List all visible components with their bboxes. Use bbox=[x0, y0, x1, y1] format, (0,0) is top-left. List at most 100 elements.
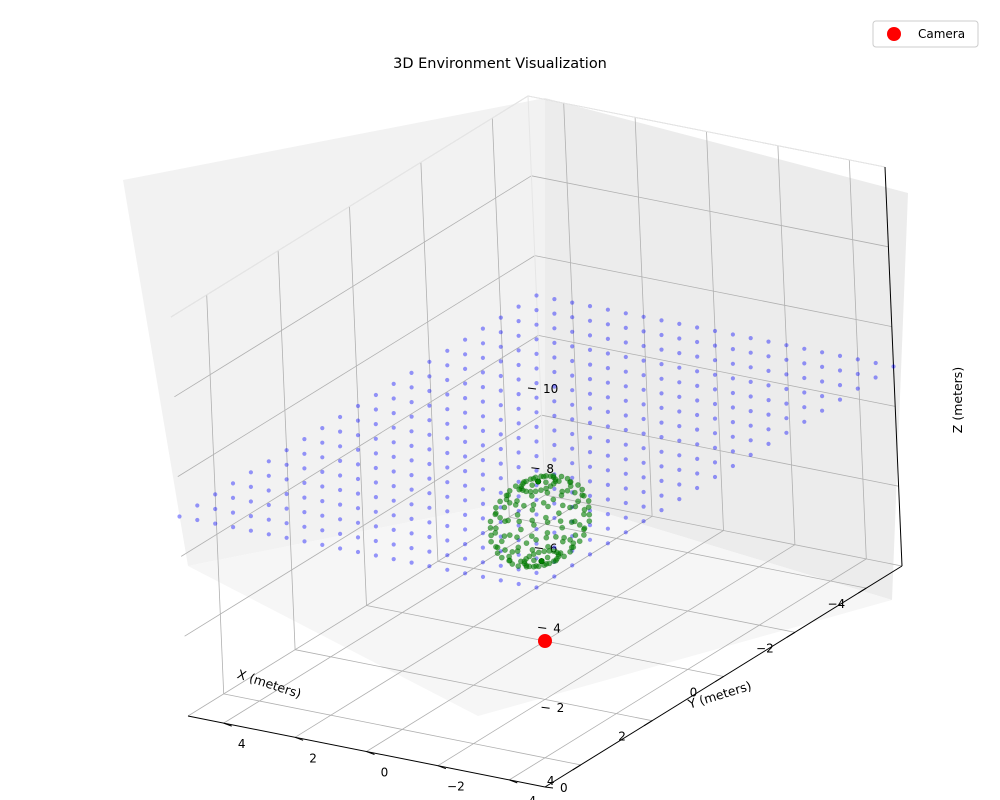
plane-point bbox=[320, 513, 325, 518]
plane-point bbox=[837, 368, 843, 373]
plane-point bbox=[552, 574, 557, 579]
plane-point bbox=[837, 397, 843, 402]
plane-point bbox=[623, 311, 628, 316]
plane-point bbox=[409, 502, 414, 507]
plane-point bbox=[802, 390, 807, 395]
plane-point bbox=[587, 479, 593, 484]
plane-point bbox=[659, 420, 664, 425]
plane-point bbox=[855, 371, 860, 377]
plane-point bbox=[570, 373, 575, 378]
grid-line-floor-y bbox=[223, 501, 581, 724]
plane-point bbox=[587, 450, 593, 455]
plane-point bbox=[784, 357, 789, 362]
plane-point bbox=[641, 460, 646, 465]
plane-point bbox=[712, 431, 718, 436]
plane-point bbox=[659, 435, 664, 440]
plane-point bbox=[552, 355, 557, 360]
sphere-point bbox=[557, 518, 564, 524]
plane-point bbox=[230, 510, 236, 515]
plane-point bbox=[516, 348, 521, 353]
plane-point bbox=[784, 386, 789, 392]
plane-point bbox=[570, 315, 575, 320]
plane-point bbox=[230, 495, 236, 500]
plane-point bbox=[820, 408, 825, 413]
x-tick-mark bbox=[643, 720, 653, 727]
sphere-point bbox=[532, 488, 539, 495]
plane-point bbox=[516, 435, 521, 441]
sphere-point bbox=[553, 534, 559, 540]
plane-point bbox=[605, 395, 611, 400]
sphere-point bbox=[512, 483, 519, 490]
plane-point bbox=[463, 352, 468, 357]
plane-point bbox=[712, 387, 718, 392]
grid-line-back-x bbox=[206, 294, 225, 694]
sphere-point bbox=[586, 518, 593, 524]
x-tick-label: 4 bbox=[547, 774, 555, 788]
plane-point bbox=[266, 502, 271, 508]
plane-point bbox=[587, 420, 593, 425]
plane-point bbox=[552, 399, 557, 404]
grid-line-back-z bbox=[177, 255, 536, 477]
sphere-point bbox=[581, 532, 587, 538]
plane-point bbox=[748, 379, 753, 384]
plane-point bbox=[534, 410, 539, 415]
plane-point bbox=[587, 537, 593, 542]
plane-point bbox=[695, 398, 700, 403]
sphere-point bbox=[492, 525, 499, 532]
plane-point bbox=[587, 464, 593, 469]
sphere-point bbox=[571, 489, 578, 496]
plane-point bbox=[570, 475, 575, 480]
plane-point bbox=[516, 421, 521, 426]
plane-point bbox=[605, 380, 611, 385]
plane-point bbox=[302, 495, 307, 500]
z-tick-mark bbox=[538, 626, 547, 629]
plane-point bbox=[534, 395, 539, 400]
plane-point bbox=[677, 409, 682, 414]
plane-point bbox=[695, 383, 700, 388]
plane-point bbox=[605, 511, 611, 517]
sphere-point bbox=[550, 558, 557, 565]
plane-point bbox=[391, 440, 396, 445]
plane-point bbox=[320, 484, 325, 489]
plane-point bbox=[855, 386, 860, 391]
plane-point bbox=[641, 446, 646, 451]
plane-point bbox=[730, 376, 736, 381]
plane-point bbox=[445, 392, 450, 397]
plane-point bbox=[677, 482, 682, 487]
plane-point bbox=[570, 431, 575, 437]
sphere-point bbox=[523, 540, 530, 546]
plane-point bbox=[695, 485, 700, 491]
sphere-point bbox=[498, 554, 505, 561]
y-tick-label: 2 bbox=[309, 751, 317, 765]
sphere-point bbox=[572, 503, 579, 510]
plane-point bbox=[463, 469, 468, 474]
plane-point bbox=[552, 340, 557, 345]
sphere-point bbox=[497, 514, 503, 521]
sphere-point bbox=[568, 519, 575, 525]
plane-point bbox=[427, 476, 432, 481]
plane-point bbox=[427, 403, 432, 408]
plane-point bbox=[480, 326, 485, 331]
plane-point bbox=[534, 439, 539, 444]
sphere-point bbox=[535, 549, 542, 556]
x-tick-label: −4 bbox=[827, 597, 845, 611]
plane-point bbox=[534, 337, 539, 342]
plane-point bbox=[373, 465, 378, 471]
plane-point bbox=[534, 497, 539, 502]
sphere-point bbox=[579, 486, 586, 493]
plane-point bbox=[498, 534, 503, 539]
grid-line-floor-y bbox=[437, 544, 796, 767]
sphere-point bbox=[543, 514, 549, 521]
plane-point bbox=[552, 384, 557, 389]
plane-point bbox=[748, 365, 753, 370]
plane-point bbox=[623, 354, 628, 360]
plane-point bbox=[355, 491, 361, 496]
pane-edge-top-y bbox=[527, 95, 886, 168]
plane-point bbox=[570, 446, 575, 451]
legend-camera-label: Camera bbox=[918, 27, 965, 41]
grid-line-floor-y bbox=[509, 558, 867, 781]
grid-line-back-x bbox=[420, 162, 439, 562]
sphere-point bbox=[567, 504, 573, 511]
plane-point bbox=[320, 542, 325, 548]
plane-point bbox=[552, 545, 557, 550]
